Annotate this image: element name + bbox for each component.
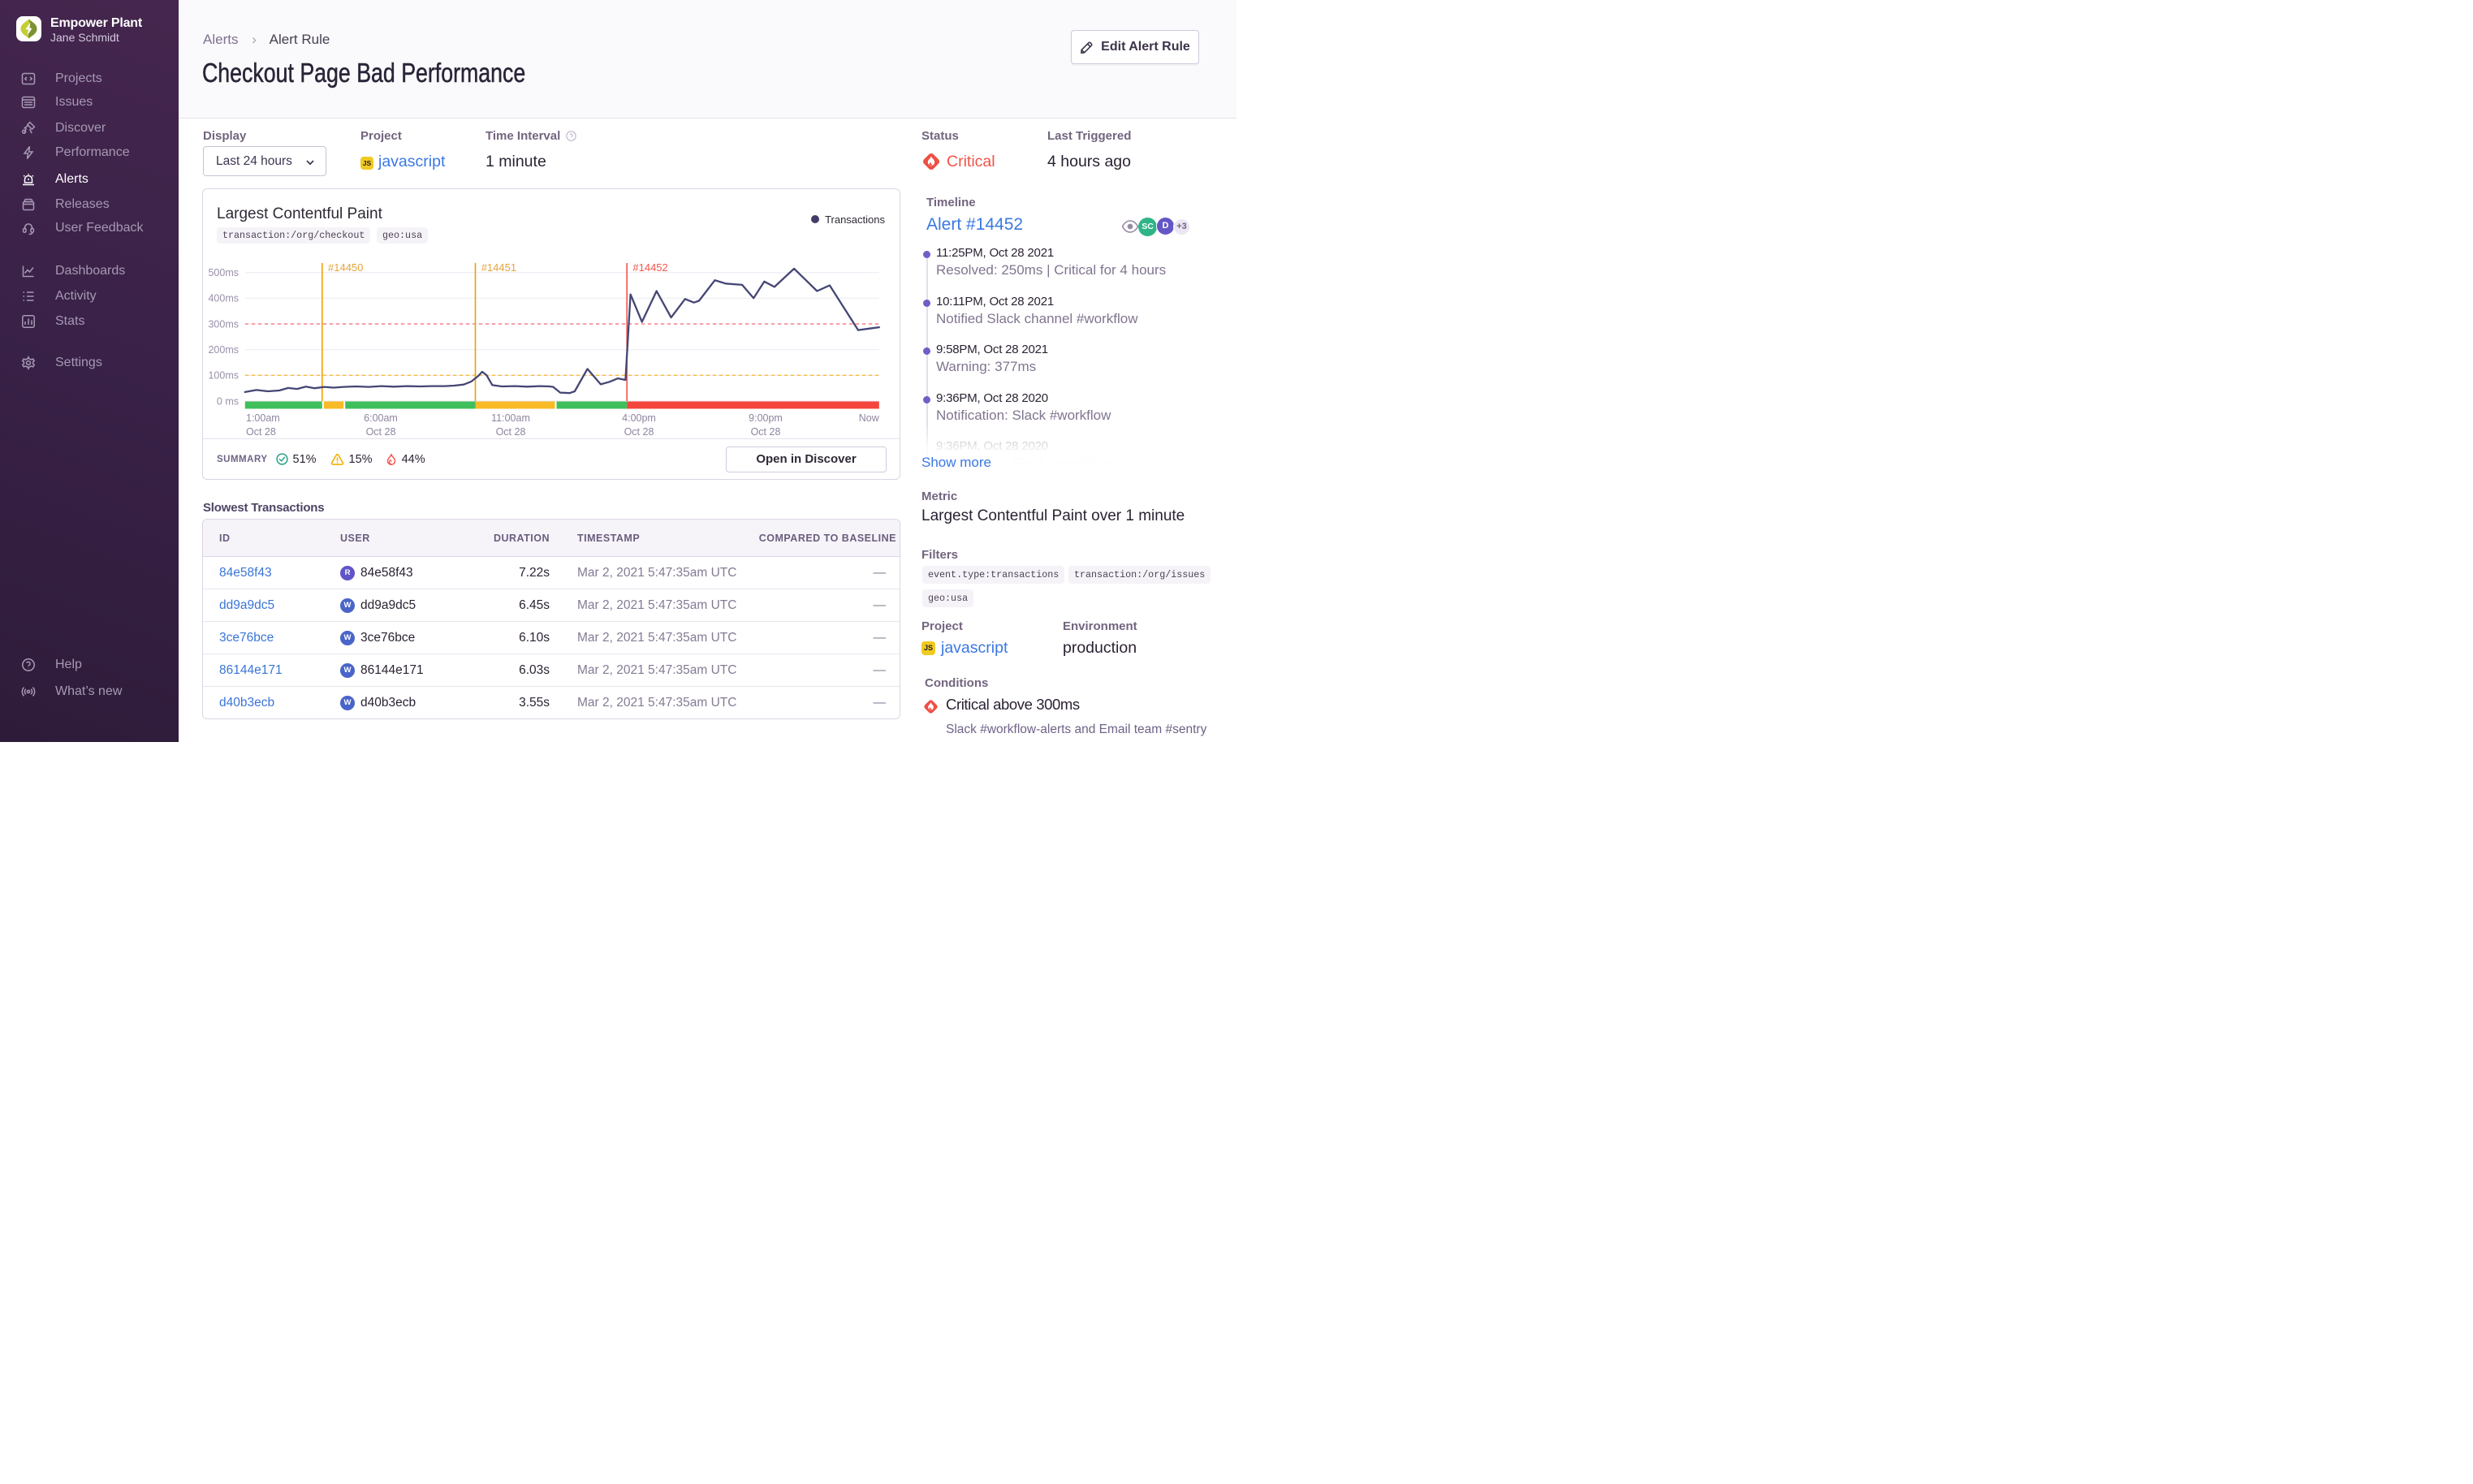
svg-text:Oct 28: Oct 28 (366, 426, 396, 438)
svg-text:100ms: 100ms (208, 370, 239, 382)
svg-text:400ms: 400ms (208, 293, 239, 304)
svg-text:#14450: #14450 (328, 261, 363, 274)
svg-text:#14451: #14451 (481, 261, 516, 274)
svg-text:Oct 28: Oct 28 (496, 426, 526, 438)
svg-text:4:00pm: 4:00pm (622, 412, 656, 424)
svg-text:6:00am: 6:00am (364, 412, 398, 424)
svg-text:#14452: #14452 (632, 261, 667, 274)
svg-text:11:00am: 11:00am (491, 412, 530, 424)
svg-text:Oct 28: Oct 28 (751, 426, 781, 438)
svg-text:500ms: 500ms (208, 267, 239, 278)
svg-text:300ms: 300ms (208, 318, 239, 330)
svg-text:1:00am: 1:00am (246, 412, 280, 424)
svg-text:200ms: 200ms (208, 344, 239, 356)
svg-text:Oct 28: Oct 28 (624, 426, 654, 438)
svg-text:Now: Now (859, 412, 880, 424)
svg-text:Oct 28: Oct 28 (246, 426, 276, 438)
svg-text:9:00pm: 9:00pm (749, 412, 783, 424)
svg-text:0 ms: 0 ms (217, 395, 239, 407)
